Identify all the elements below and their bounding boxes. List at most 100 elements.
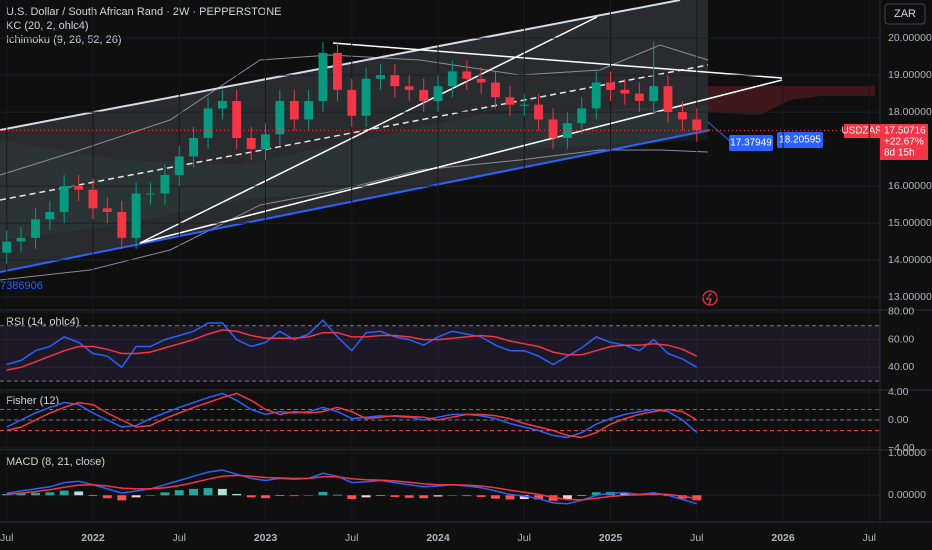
candle-body: [404, 86, 414, 90]
pane-title: RSI (14, ohlc4): [6, 316, 79, 328]
candle-body: [649, 86, 659, 101]
candle-body: [663, 86, 673, 113]
rsi-band: [0, 325, 880, 382]
macd-histogram-bar: [476, 495, 486, 497]
candle-body: [102, 208, 112, 212]
x-tick-label: Jul: [173, 532, 186, 544]
x-tick-label: Jul: [0, 532, 13, 544]
indicator-label: KC (20, 2, ohlc4): [6, 20, 89, 32]
x-tick-label: 2024: [426, 532, 450, 544]
x-tick-label: 2022: [81, 532, 105, 544]
macd-histogram-bar: [59, 490, 69, 496]
x-tick-label: Jul: [345, 532, 358, 544]
candle-body: [390, 75, 400, 87]
macd-histogram-bar: [347, 495, 357, 500]
macd-histogram-bar: [189, 488, 199, 496]
y-tick-label: 0.00: [888, 414, 909, 426]
macd-histogram-bar: [333, 494, 342, 496]
candle-body: [16, 237, 26, 242]
y-tick-label: 19.00000: [888, 69, 932, 81]
macd-histogram-bar: [160, 492, 170, 496]
candle-body: [347, 89, 357, 116]
kc-fill: [0, 105, 708, 240]
change: +22.67%: [884, 137, 924, 148]
y-tick-label: 80.00: [888, 306, 914, 318]
macd-histogram-bar: [102, 495, 112, 499]
candle-body: [189, 137, 199, 157]
symbol-box: [844, 124, 880, 138]
macd-histogram-bar: [462, 495, 472, 497]
trend-line: [139, 79, 783, 244]
channel-mid: [0, 64, 709, 201]
x-tick-label: Jul: [863, 532, 876, 544]
candle-body: [117, 211, 127, 238]
price-label: 18.20595: [779, 135, 821, 146]
y-tick-label: 1.00000: [888, 447, 926, 459]
countdown: 8d 15h: [884, 148, 915, 159]
candle-body: [376, 75, 386, 79]
macd-histogram-bar: [562, 495, 572, 500]
last-price: 17.50716: [884, 126, 926, 137]
candle-body: [88, 189, 98, 209]
candle-body: [562, 123, 572, 138]
y-tick-label: 13.00000: [888, 291, 932, 303]
alert-bolt: [705, 292, 712, 305]
macd-histogram-bar: [376, 495, 386, 496]
macd-histogram-bar: [145, 495, 155, 496]
indicator-label: Ichimoku (9, 26, 52, 26): [6, 34, 122, 46]
macd-histogram-bar: [390, 495, 400, 497]
macd-histogram-bar: [519, 495, 529, 500]
candle-body: [74, 186, 84, 190]
candle-body: [2, 241, 12, 253]
price-label-box: [729, 135, 773, 151]
candle-body: [131, 193, 141, 238]
candle-body: [318, 52, 328, 101]
macd-histogram-bar: [31, 492, 40, 496]
candle-body: [246, 137, 256, 150]
macd-histogram-bar: [203, 488, 213, 496]
candle-body: [304, 100, 314, 120]
y-tick-label: 4.00: [888, 386, 909, 398]
macd-histogram-bar: [74, 491, 84, 496]
x-tick-label: 2026: [771, 532, 795, 544]
candle-body: [505, 97, 515, 105]
macd-histogram-bar: [16, 493, 26, 496]
candle-body: [361, 78, 371, 116]
y-tick-label: −4.00: [888, 442, 915, 454]
price-label: 17.37949: [730, 138, 772, 149]
y-tick-label: 0.00000: [888, 489, 926, 501]
macd-histogram-bar: [692, 495, 702, 501]
candle-body: [548, 119, 558, 138]
y-tick-label: 40.00: [888, 361, 914, 373]
symbol: USDZAR: [841, 126, 882, 137]
macd-histogram-bar: [131, 495, 141, 498]
candle-body: [476, 78, 486, 83]
macd-histogram-bar: [304, 495, 314, 496]
macd-histogram-bar: [419, 495, 429, 499]
y-tick-label: 60.00: [888, 333, 914, 345]
pane-title: Fisher (12): [6, 395, 59, 407]
x-tick-label: Jul: [518, 532, 531, 544]
y-tick-label: 14.00000: [888, 254, 932, 266]
candle-body: [491, 82, 500, 98]
macd-histogram-bar: [88, 495, 98, 496]
candle-body: [59, 186, 69, 212]
x-tick-label: Jul: [690, 532, 703, 544]
channel-fill: [0, 0, 708, 272]
currency-box[interactable]: [884, 3, 926, 25]
candle-body: [577, 108, 587, 124]
currency[interactable]: ZAR: [894, 8, 916, 20]
macd-histogram-bar: [217, 488, 227, 496]
indicator-line: [6, 319, 698, 369]
macd-histogram-bar: [232, 493, 242, 496]
candle-body: [606, 82, 615, 90]
projection-line: [707, 121, 733, 144]
indicator-line: [6, 392, 698, 439]
macd-histogram-bar: [289, 495, 299, 497]
alert-icon[interactable]: [702, 290, 718, 306]
candle-body: [419, 89, 429, 101]
macd-histogram-bar: [620, 492, 630, 496]
indicator-line: [6, 329, 698, 371]
